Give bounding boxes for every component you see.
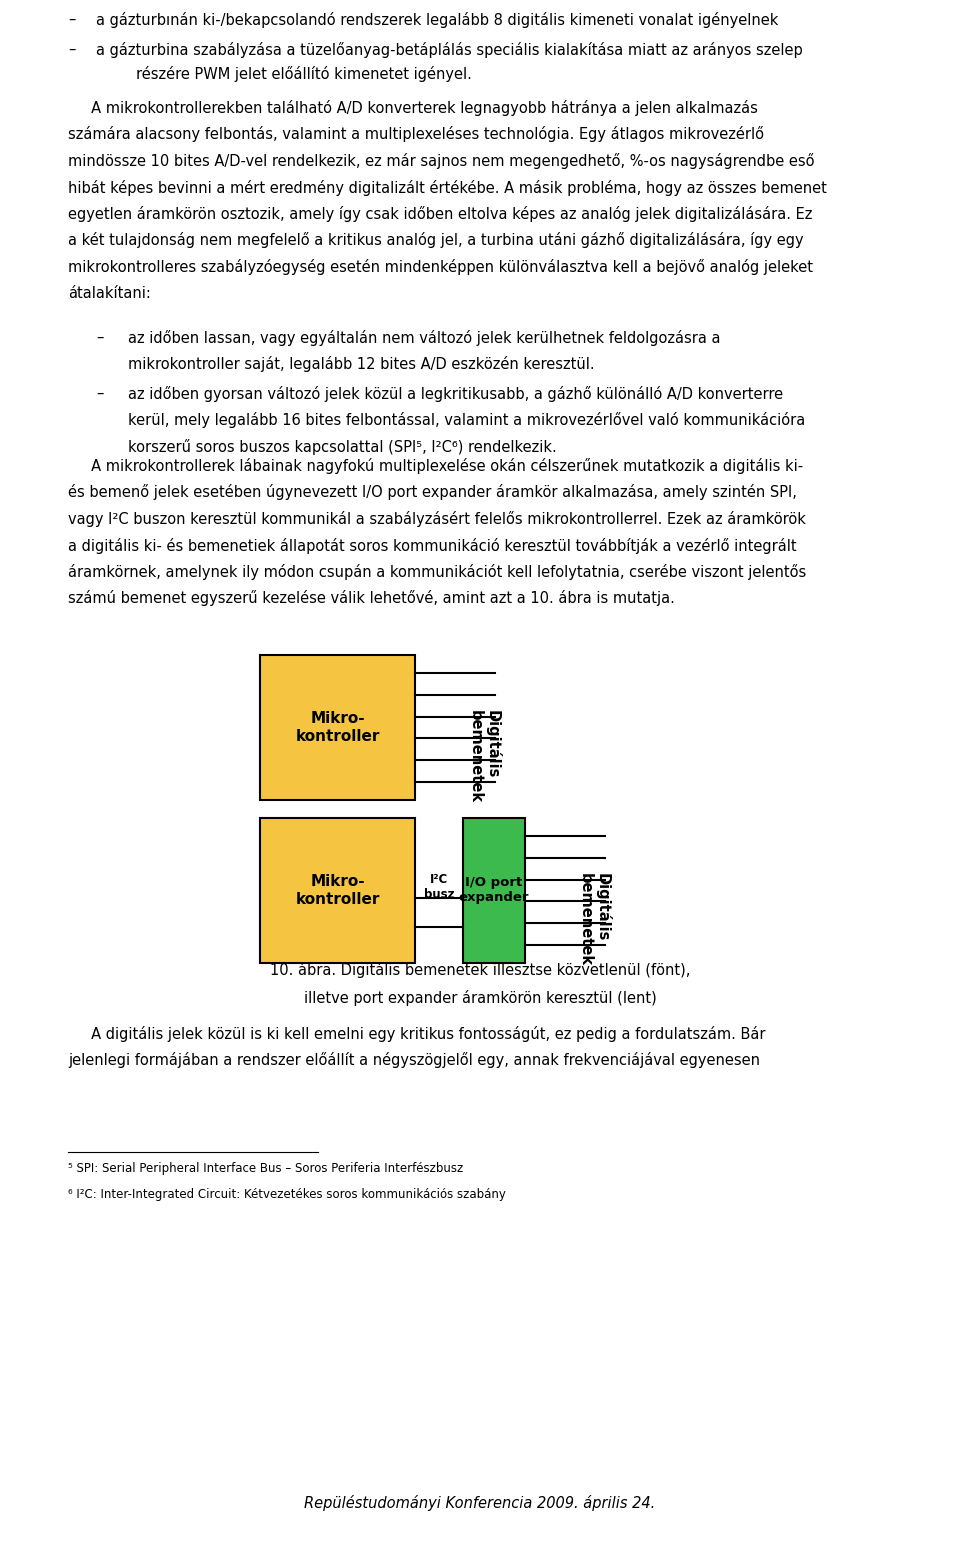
Text: Digitális
bemenetek: Digitális bemenetek [578, 874, 611, 966]
Text: Mikro-
kontroller: Mikro- kontroller [296, 712, 380, 744]
Text: –: – [96, 385, 104, 401]
Text: A digitális jelek közül is ki kell emelni egy kritikus fontosságút, ez pedig a f: A digitális jelek közül is ki kell emeln… [68, 1026, 765, 1042]
Text: A mikrokontrollerekben található A/D konverterek legnagyobb hátránya a jelen alk: A mikrokontrollerekben található A/D kon… [68, 100, 757, 116]
Text: hibát képes bevinni a mért eredmény digitalizált értékébe. A másik probléma, hog: hibát képes bevinni a mért eredmény digi… [68, 179, 827, 196]
Bar [260, 818, 415, 963]
Text: mikrokontroller saját, legalább 12 bites A/D eszközén keresztül.: mikrokontroller saját, legalább 12 bites… [128, 356, 594, 373]
Text: Repüléstudományi Konferencia 2009. április 24.: Repüléstudományi Konferencia 2009. ápril… [304, 1495, 656, 1512]
Text: jelenlegi formájában a rendszer előállít a négyszögjelől egy, annak frekvenciájá: jelenlegi formájában a rendszer előállít… [68, 1053, 760, 1068]
Text: illetve port expander áramkörön keresztül (lent): illetve port expander áramkörön keresztü… [303, 989, 657, 1006]
Text: vagy I²C buszon keresztül kommunikál a szabályzásért felelős mikrokontrollerrel.: vagy I²C buszon keresztül kommunikál a s… [68, 512, 805, 527]
Text: ⁵ SPI: Serial Peripheral Interface Bus – Soros Periferia Interfészbusz: ⁵ SPI: Serial Peripheral Interface Bus –… [68, 1162, 464, 1174]
Text: átalakítani:: átalakítani: [68, 285, 151, 300]
Text: A mikrokontrollerek lábainak nagyfokú multiplexelése okán célszerűnek mutatkozik: A mikrokontrollerek lábainak nagyfokú mu… [68, 458, 804, 475]
Text: –: – [96, 330, 104, 345]
Text: kerül, mely legalább 16 bites felbontással, valamint a mikrovezérlővel való komm: kerül, mely legalább 16 bites felbontáss… [128, 413, 805, 428]
Text: számára alacsony felbontás, valamint a multiplexeléses technológia. Egy átlagos : számára alacsony felbontás, valamint a m… [68, 126, 764, 142]
Text: mikrokontrolleres szabályzóegység esetén mindenképpen különválasztva kell a bejö: mikrokontrolleres szabályzóegység esetén… [68, 259, 813, 274]
Text: és bemenő jelek esetében úgynevezett I/O port expander áramkör alkalmazása, amel: és bemenő jelek esetében úgynevezett I/O… [68, 484, 797, 501]
Text: áramkörnek, amelynek ily módon csupán a kommunikációt kell lefolytatnia, cserébe: áramkörnek, amelynek ily módon csupán a … [68, 564, 806, 579]
Text: részére PWM jelet előállító kimenetet igényel.: részére PWM jelet előállító kimenetet ig… [136, 66, 472, 82]
Text: egyetlen áramkörön osztozik, amely így csak időben eltolva képes az analóg jelek: egyetlen áramkörön osztozik, amely így c… [68, 206, 812, 222]
Text: a digitális ki- és bemenetiek állapotát soros kommunikáció keresztül továbbítják: a digitális ki- és bemenetiek állapotát … [68, 538, 797, 553]
Text: mindössze 10 bites A/D-vel rendelkezik, ez már sajnos nem megengedhető, %-os nag: mindössze 10 bites A/D-vel rendelkezik, … [68, 153, 814, 170]
Text: az időben gyorsan változó jelek közül a legkritikusabb, a gázhő különálló A/D ko: az időben gyorsan változó jelek közül a … [128, 385, 783, 402]
Text: –: – [68, 42, 76, 57]
Text: I/O port
expander: I/O port expander [459, 877, 529, 905]
Text: számú bemenet egyszerű kezelése válik lehetővé, amint azt a 10. ábra is mutatja.: számú bemenet egyszerű kezelése válik le… [68, 590, 675, 607]
Text: I²C
busz: I²C busz [423, 874, 454, 901]
Text: Mikro-
kontroller: Mikro- kontroller [296, 874, 380, 906]
Text: a két tulajdonság nem megfelelő a kritikus analóg jel, a turbina utáni gázhő dig: a két tulajdonság nem megfelelő a kritik… [68, 233, 804, 248]
Text: –: – [68, 12, 76, 28]
Text: a gázturbina szabályzása a tüzelőanyag-betáplálás speciális kialakítása miatt az: a gázturbina szabályzása a tüzelőanyag-b… [96, 42, 803, 59]
Bar [260, 655, 415, 800]
Bar [463, 818, 525, 963]
Text: a gázturbınán ki-/bekapcsolandó rendszerek legalább 8 digitális kimeneti vonalat: a gázturbınán ki-/bekapcsolandó rendszer… [96, 12, 779, 28]
Text: korszerű soros buszos kapcsolattal (SPI⁵, I²C⁶) rendelkezik.: korszerű soros buszos kapcsolattal (SPI⁵… [128, 439, 557, 455]
Text: Digitális
bemenetek: Digitális bemenetek [468, 710, 501, 803]
Text: az időben lassan, vagy egyáltalán nem változó jelek kerülhetnek feldolgozásra a: az időben lassan, vagy egyáltalán nem vá… [128, 330, 721, 347]
Text: ⁶ I²C: Inter-Integrated Circuit: Kétvezetékes soros kommunikációs szabány: ⁶ I²C: Inter-Integrated Circuit: Kétveze… [68, 1188, 506, 1200]
Text: 10. ábra. Digitális bemenetek illesztse közvetlenül (fönt),: 10. ábra. Digitális bemenetek illesztse … [270, 962, 690, 979]
